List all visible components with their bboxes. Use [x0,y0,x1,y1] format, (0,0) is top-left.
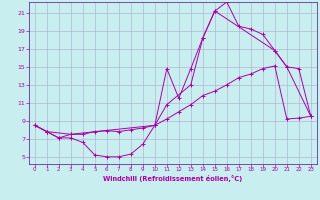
X-axis label: Windchill (Refroidissement éolien,°C): Windchill (Refroidissement éolien,°C) [103,175,243,182]
